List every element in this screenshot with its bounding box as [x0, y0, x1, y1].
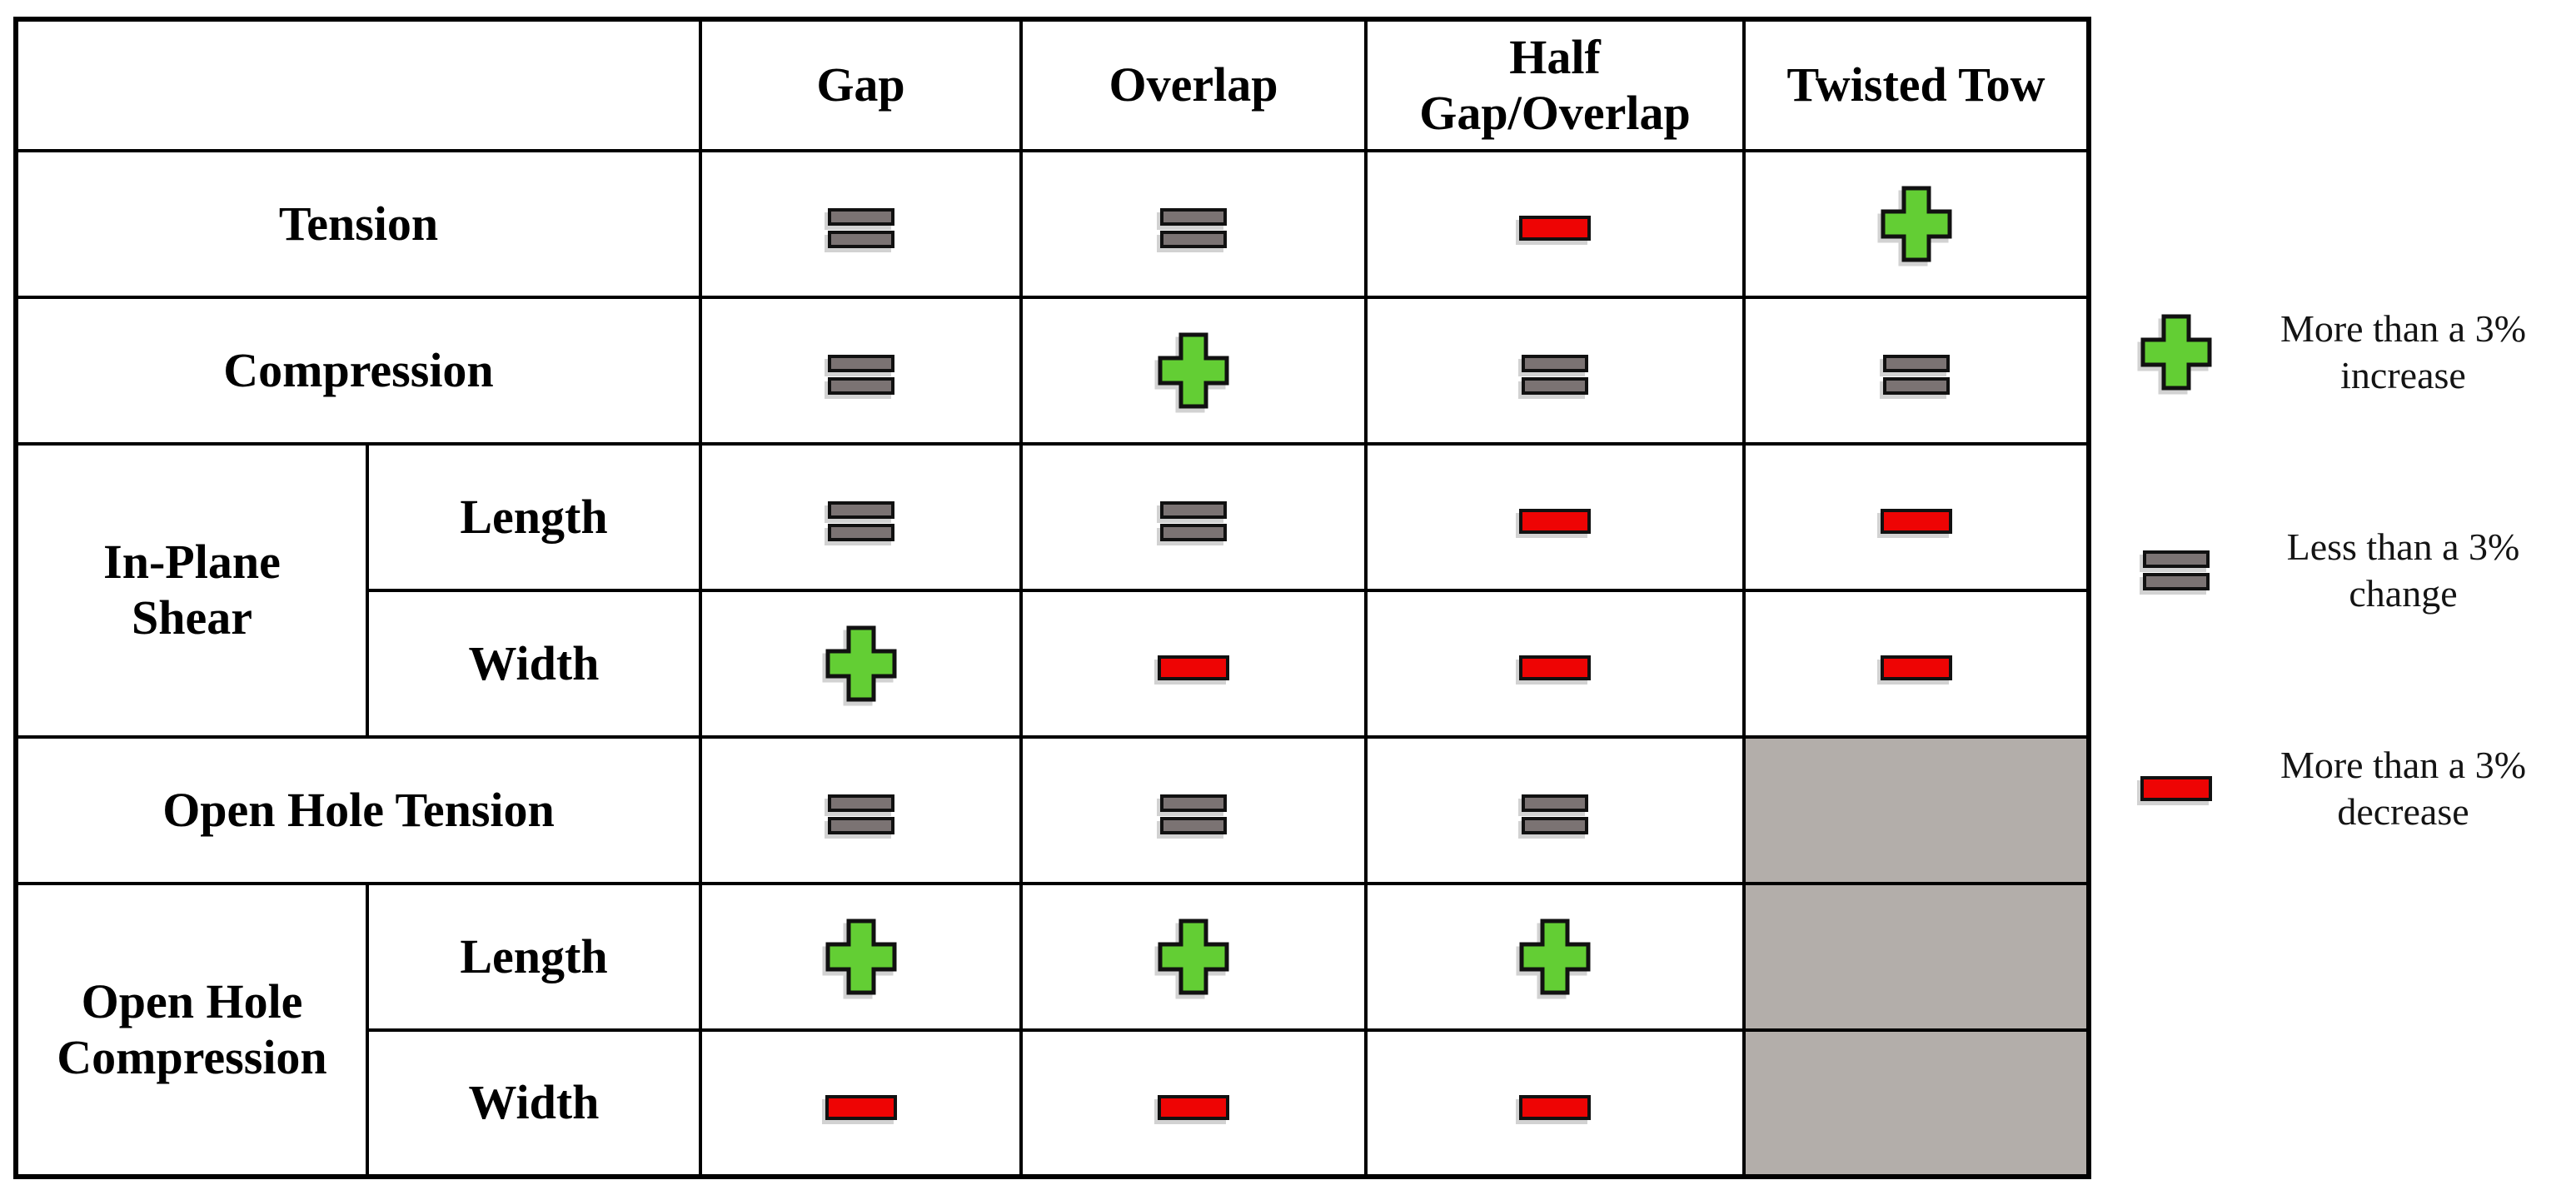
- legend-increase-label: More than a 3% increase: [2280, 306, 2527, 396]
- decrease-icon: [1519, 216, 1591, 241]
- cell-ips-width-half: [1364, 589, 1746, 739]
- cell-ohc-width-twisted: [1742, 1028, 2090, 1178]
- cell-tension-twisted: [1742, 149, 2090, 299]
- no-change-icon: [1522, 794, 1588, 835]
- legend-no-change-symbol: [2122, 550, 2230, 590]
- legend-item-no-change: Less than a 3% change: [2122, 500, 2576, 641]
- no-change-icon: [827, 208, 894, 249]
- summary-table: Gap Overlap Half Gap/Overlap Twisted Tow…: [13, 17, 2091, 1179]
- increase-icon: [1881, 186, 1952, 262]
- decrease-icon: [2140, 776, 2212, 801]
- cell-ips-length-twisted: [1742, 442, 2090, 592]
- column-header-overlap: Overlap: [1019, 17, 1368, 152]
- decrease-icon: [1519, 509, 1591, 535]
- cell-tension-gap: [699, 149, 1023, 299]
- row-label-ips-width: Width: [366, 589, 702, 739]
- no-change-icon: [827, 355, 894, 396]
- decrease-icon: [1519, 1094, 1591, 1120]
- increase-icon: [1158, 332, 1229, 409]
- column-header-gap: Gap: [699, 17, 1023, 152]
- row-in-plane-shear-length: In-Plane Shear Length: [14, 442, 2090, 739]
- cell-oht-overlap: [1019, 735, 1368, 885]
- cell-ohc-length-overlap: [1019, 882, 1368, 1032]
- cell-oht-half: [1364, 735, 1746, 885]
- cell-ips-width-gap: [699, 589, 1023, 739]
- decrease-icon: [1158, 1094, 1229, 1120]
- cell-ips-width-twisted: [1742, 589, 2090, 739]
- cell-ohc-length-twisted: [1742, 882, 2090, 1032]
- row-open-hole-compression-width: Width: [16, 1028, 2090, 1178]
- cell-oht-twisted: [1742, 735, 2090, 885]
- cell-compression-overlap: [1019, 296, 1368, 446]
- cell-oht-gap: [699, 735, 1023, 885]
- cell-ohc-width-half: [1364, 1028, 1746, 1178]
- increase-icon: [825, 625, 897, 702]
- cell-ips-length-half: [1364, 442, 1746, 592]
- legend-increase-symbol: [2122, 314, 2230, 391]
- row-label-ips-length: Length: [366, 442, 702, 592]
- cell-compression-half: [1364, 296, 1746, 446]
- row-label-tension: Tension: [14, 149, 702, 299]
- row-label-open-hole-compression: Open Hole Compression: [14, 882, 369, 1178]
- cell-ohc-width-overlap: [1019, 1028, 1368, 1178]
- cell-tension-half: [1364, 149, 1746, 299]
- legend-item-increase: More than a 3% increase: [2122, 281, 2576, 423]
- legend-no-change-label: Less than a 3% change: [2286, 525, 2520, 615]
- row-tension: Tension: [14, 149, 2090, 299]
- increase-icon: [1158, 919, 1229, 995]
- column-header-half-gap-overlap: Half Gap/Overlap: [1364, 17, 1746, 152]
- cell-ips-length-gap: [699, 442, 1023, 592]
- no-change-icon: [1160, 208, 1227, 249]
- legend-decrease-label: More than a 3% decrease: [2280, 743, 2527, 833]
- corner-cell: [14, 17, 702, 152]
- no-change-icon: [1160, 501, 1227, 542]
- no-change-icon: [1522, 355, 1588, 396]
- decrease-icon: [1880, 655, 1952, 681]
- cell-ohc-length-gap: [699, 882, 1023, 1032]
- decrease-icon: [1158, 655, 1229, 681]
- cell-ips-width-overlap: [1019, 589, 1368, 739]
- row-label-compression: Compression: [14, 296, 702, 446]
- decrease-icon: [1519, 655, 1591, 681]
- decrease-icon: [825, 1094, 897, 1120]
- row-open-hole-compression-length: Open Hole Compression Length: [14, 882, 2090, 1178]
- cell-ohc-length-half: [1364, 882, 1746, 1032]
- row-open-hole-tension: Open Hole Tension: [14, 735, 2090, 885]
- legend: More than a 3% increase Less than a 3% c…: [2122, 281, 2576, 859]
- row-compression: Compression: [14, 296, 2090, 446]
- no-change-icon: [2143, 550, 2210, 590]
- increase-icon: [825, 919, 897, 995]
- row-label-ohc-width: Width: [366, 1028, 702, 1178]
- cell-compression-twisted: [1742, 296, 2090, 446]
- cell-ips-length-overlap: [1019, 442, 1368, 592]
- cell-tension-overlap: [1019, 149, 1368, 299]
- no-change-icon: [1882, 355, 1950, 396]
- legend-item-decrease: More than a 3% decrease: [2122, 718, 2576, 859]
- cell-compression-gap: [699, 296, 1023, 446]
- row-in-plane-shear-width: Width: [16, 589, 2090, 739]
- row-label-ohc-length: Length: [366, 882, 702, 1032]
- no-change-icon: [827, 794, 894, 835]
- cell-ohc-width-gap: [699, 1028, 1023, 1178]
- no-change-icon: [1160, 794, 1227, 835]
- row-label-in-plane-shear: In-Plane Shear: [14, 442, 369, 739]
- header-row: Gap Overlap Half Gap/Overlap Twisted Tow: [14, 17, 2090, 152]
- no-change-icon: [827, 501, 894, 542]
- increase-icon: [1519, 919, 1591, 995]
- column-header-twisted-tow: Twisted Tow: [1742, 17, 2090, 152]
- increase-icon: [2140, 314, 2212, 391]
- decrease-icon: [1880, 509, 1952, 535]
- legend-decrease-symbol: [2122, 776, 2230, 801]
- row-label-open-hole-tension: Open Hole Tension: [14, 735, 702, 885]
